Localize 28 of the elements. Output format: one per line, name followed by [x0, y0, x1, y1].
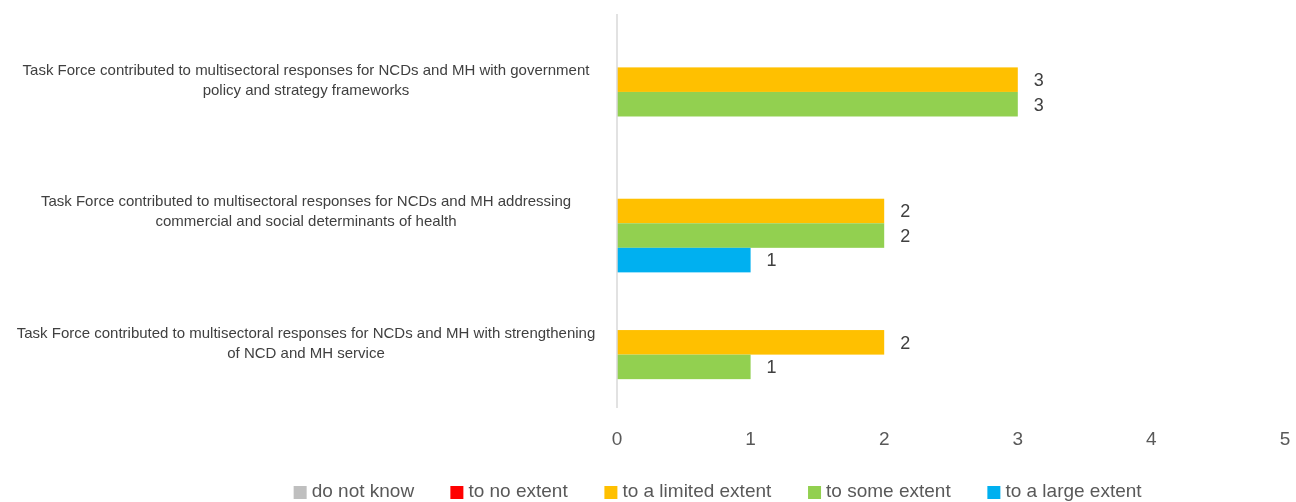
bar: [617, 354, 751, 380]
data-label: 1: [766, 250, 777, 271]
data-label: 3: [1033, 94, 1044, 115]
legend-label: do not know: [311, 480, 415, 501]
data-label: 2: [900, 225, 911, 246]
y-tick-label: Task Force contributed to multisectoral responses for NCDs and MH with government policy and strategy frameworks: [22, 60, 591, 98]
bar: [617, 330, 885, 355]
y-tick-label: Task Force contributed to multisectoral responses for NCDs and MH with strengthening of NCD and MH service: [16, 323, 596, 361]
bar: [617, 67, 1018, 92]
data-label: 1: [766, 357, 777, 378]
bar: [617, 247, 751, 273]
x-tick-label: 1: [745, 428, 756, 449]
bar: [617, 91, 1018, 117]
bar: [617, 198, 885, 224]
data-label: 2: [900, 332, 911, 353]
x-tick-label: 0: [611, 428, 623, 449]
y-tick-label: Task Force contributed to multisectoral responses for NCDs and MH addressing commercial and social determinants of health: [40, 192, 572, 230]
data-label: 3: [1033, 69, 1044, 90]
x-tick-label: 2: [878, 428, 890, 449]
x-tick-label: 4: [1146, 428, 1158, 449]
bar: [617, 223, 885, 248]
legend-label: to a limited extent: [622, 480, 773, 501]
x-tick-label: 5: [1279, 428, 1291, 449]
data-label: 2: [900, 201, 911, 222]
legend-label: to no extent: [468, 480, 569, 501]
legend-label: to some extent: [826, 480, 952, 501]
legend-label: to a large extent: [1005, 480, 1143, 501]
x-tick-label: 3: [1012, 428, 1024, 449]
